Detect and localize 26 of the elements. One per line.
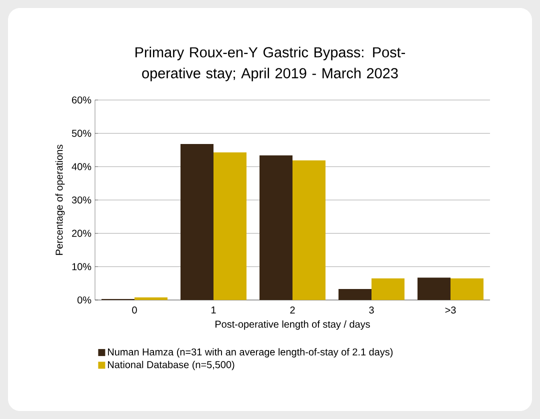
- y-tick-label: 60%: [72, 96, 92, 104]
- legend-label: National Database (n=5,500): [108, 360, 234, 370]
- bar: [134, 297, 168, 300]
- x-axis-title: Post-operative length of stay / days: [216, 320, 370, 330]
- x-tick-label: 3: [369, 306, 374, 314]
- x-tick-label: 2: [290, 306, 295, 314]
- y-tick-label: 10%: [72, 263, 92, 270]
- legend-label: Numan Hamza (n=31 with an average length-of-stay of 2.1 days): [108, 348, 393, 358]
- bar: [418, 278, 451, 300]
- bar: [338, 289, 372, 300]
- bar: [450, 278, 484, 300]
- y-tick-label: 50%: [72, 130, 92, 137]
- x-tick-label: 0: [132, 306, 137, 314]
- y-tick-label: 20%: [72, 230, 92, 237]
- y-axis-title: Percentage of operations: [55, 144, 65, 255]
- x-tick-label: 1: [212, 306, 216, 314]
- y-tick-label: 40%: [72, 163, 92, 170]
- bar: [260, 155, 293, 300]
- x-tick-label: >3: [445, 306, 456, 314]
- chart-title: Primary Roux-en-Y Gastric Bypass: Post-operative stay; April 2019 - March 2023: [136, 46, 405, 82]
- y-tick-label: 30%: [72, 196, 92, 204]
- bar: [292, 160, 326, 300]
- y-tick-label: 0%: [77, 296, 92, 304]
- bar: [372, 278, 405, 300]
- bar: [180, 144, 214, 300]
- bar: [214, 152, 247, 300]
